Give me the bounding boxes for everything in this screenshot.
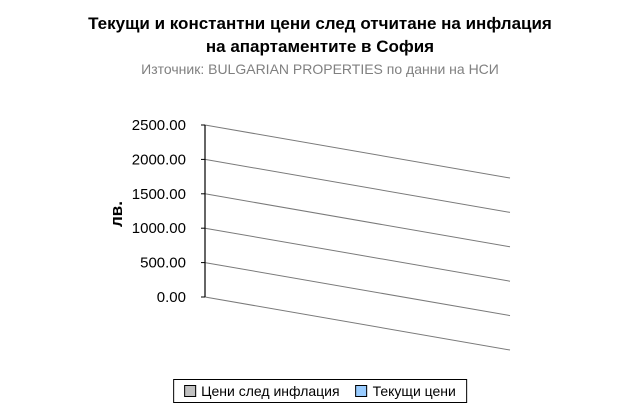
svg-text:500.00: 500.00 bbox=[140, 255, 186, 272]
svg-text:1500.00: 1500.00 bbox=[132, 186, 186, 203]
svg-text:2500.00: 2500.00 bbox=[132, 117, 186, 134]
legend-label: Цени след инфлация bbox=[201, 383, 340, 399]
legend-label: Текущи цени bbox=[372, 383, 456, 399]
chart-title-line2: на апартаментите в София bbox=[205, 37, 435, 56]
chart-title-line1: Текущи и константни цени след отчитане н… bbox=[88, 14, 552, 33]
svg-text:лв.: лв. bbox=[107, 201, 126, 227]
chart-title: Текущи и константни цени след отчитане н… bbox=[0, 12, 640, 58]
legend-swatch bbox=[184, 385, 197, 397]
legend-swatch bbox=[355, 385, 368, 397]
svg-text:1000.00: 1000.00 bbox=[132, 220, 186, 237]
legend-item: Цени след инфлация bbox=[184, 383, 340, 399]
chart-subtitle: Източник: BULGARIAN PROPERTIES по данни … bbox=[141, 61, 499, 77]
svg-text:2000.00: 2000.00 bbox=[132, 151, 186, 168]
chart-legend: Цени след инфлация Текущи цени bbox=[173, 379, 467, 403]
legend-item: Текущи цени bbox=[355, 383, 456, 399]
svg-text:0.00: 0.00 bbox=[157, 289, 186, 306]
